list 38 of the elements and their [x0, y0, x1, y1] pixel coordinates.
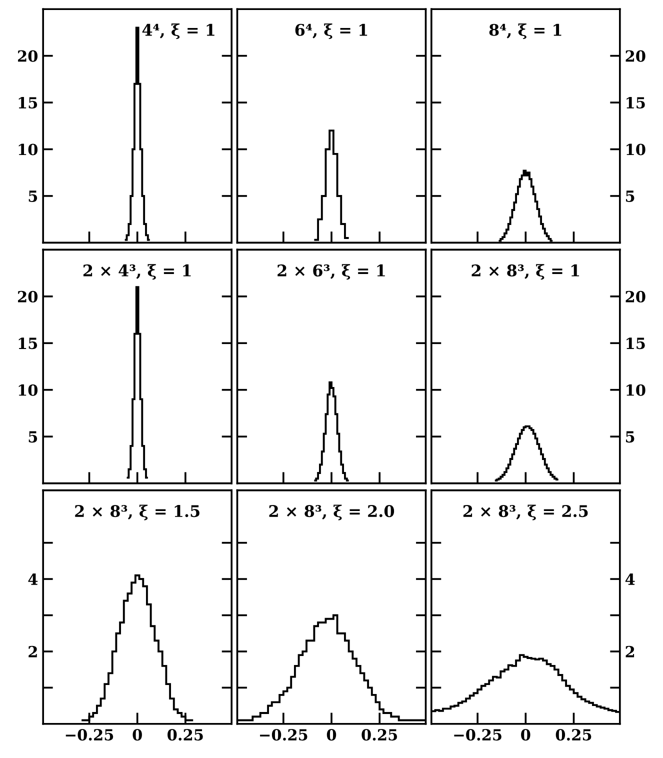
y-tick-label: 5	[626, 431, 634, 443]
y-tick-label: 20	[18, 50, 38, 62]
x-tick-label: 0	[326, 729, 336, 741]
y-tick-label: 10	[626, 144, 646, 156]
y-tick-label: 10	[18, 384, 38, 396]
y-tick-label: 20	[626, 50, 646, 62]
y-tick-label: 15	[626, 338, 645, 350]
text: 4⁴, ξ = 1	[142, 24, 214, 40]
x-tick-label: 0.25	[362, 729, 398, 741]
y-tick-label: 2	[626, 646, 634, 658]
y-tick-label: 15	[18, 97, 38, 109]
y-tick-label: 5	[28, 190, 38, 202]
text: 2 × 8³, ξ = 2.0	[269, 504, 394, 520]
text: 6⁴, ξ = 1	[295, 24, 368, 40]
text: 2 × 8³, ξ = 1.5	[75, 504, 200, 520]
text: 8⁴, ξ = 1	[489, 24, 562, 40]
text: 2 × 8³, ξ = 2.5	[463, 504, 588, 520]
y-tick-label: 2	[28, 646, 37, 658]
y-tick-label: 15	[18, 338, 38, 350]
x-tick-label: −0.25	[260, 729, 308, 741]
y-tick-label: 15	[626, 97, 645, 109]
x-tick-label: 0	[132, 729, 142, 741]
y-tick-label: 4	[28, 573, 38, 585]
y-tick-label: 20	[18, 290, 38, 302]
text: 2 × 8³, ξ = 1	[472, 264, 580, 280]
y-tick-label: 5	[28, 431, 38, 443]
x-tick-label: 0.25	[556, 729, 592, 741]
y-tick-label: 5	[626, 190, 634, 202]
text: 2 × 6³, ξ = 1	[278, 264, 385, 280]
y-tick-label: 10	[626, 384, 646, 396]
x-tick-label: −0.25	[66, 729, 114, 741]
y-tick-label: 10	[18, 144, 38, 156]
text: 2 × 4³, ξ = 1	[83, 264, 191, 280]
x-tick-label: 0.25	[168, 729, 203, 741]
y-tick-label: 20	[626, 290, 646, 302]
x-tick-label: 0	[521, 729, 530, 741]
x-tick-label: −0.25	[454, 729, 502, 741]
y-tick-label: 4	[625, 573, 635, 585]
